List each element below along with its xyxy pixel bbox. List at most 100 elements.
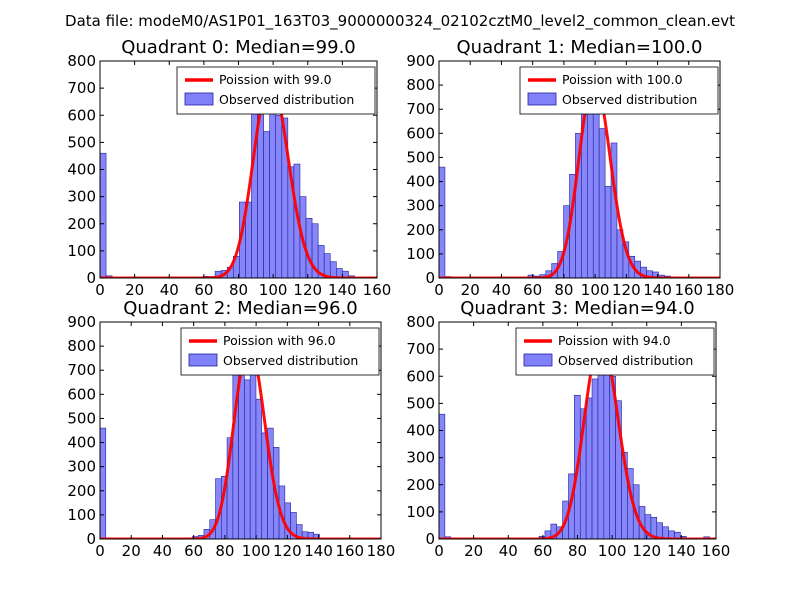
legend-label-fit: Poission with 99.0 (219, 72, 332, 87)
x-tick-label: 80 (554, 281, 573, 299)
x-tick-label: 80 (229, 281, 248, 299)
panel-title: Quadrant 0: Median=99.0 (121, 37, 356, 58)
y-tick-label: 100 (67, 242, 96, 260)
axes-frame (438, 60, 721, 279)
y-tick-label: 200 (67, 215, 96, 233)
x-tick-label: 120 (632, 542, 661, 560)
x-tick-label: 40 (492, 281, 511, 299)
y-tick-label: 500 (67, 409, 96, 427)
histogram-bar (313, 533, 320, 539)
legend: Poission with 99.0 Observed distribution (176, 66, 376, 115)
histogram-bars (439, 78, 720, 278)
x-tick-label: 160 (363, 281, 392, 299)
x-tick-label: 140 (328, 281, 357, 299)
x-tick-label: 0 (434, 281, 444, 299)
axes-frame (99, 321, 382, 540)
figure-title: Data file: modeM0/AS1P01_163T03_90000003… (65, 12, 735, 31)
legend: Poission with 96.0 Observed distribution (180, 327, 380, 376)
x-tick-label: 100 (259, 281, 288, 299)
y-tick-label: 600 (67, 106, 96, 124)
y-tick-label: 0 (86, 269, 96, 287)
x-tick-label: 60 (523, 281, 542, 299)
y-tick-label: 800 (406, 76, 435, 94)
poisson-fit-line (100, 76, 377, 278)
x-tick-label: 20 (125, 281, 144, 299)
y-tick-label: 800 (67, 52, 96, 70)
panel-title: Quadrant 1: Median=100.0 (457, 37, 703, 58)
chart-panel-2: Quadrant 2: Median=96.00 20 40 60 80 100 120 14… (67, 298, 395, 560)
legend-frame (519, 66, 719, 115)
y-tick-label: 600 (406, 124, 435, 142)
y-tick-label: 800 (67, 337, 96, 355)
y-tick-label: 900 (406, 52, 435, 70)
x-tick-label: 100 (581, 281, 610, 299)
y-tick-label: 100 (67, 506, 96, 524)
legend-frame (515, 327, 715, 376)
legend-label-fit: Poission with 94.0 (558, 333, 671, 348)
legend-frame (176, 66, 376, 115)
histogram-bar (100, 152, 107, 278)
y-tick-label: 500 (406, 148, 435, 166)
legend-bar-swatch (188, 353, 218, 367)
x-tick-label: 80 (215, 542, 234, 560)
x-tick-label: 160 (702, 542, 731, 560)
y-tick-label: 300 (67, 188, 96, 206)
legend-label-hist: Observed distribution (219, 92, 354, 107)
histogram-bar (585, 397, 593, 539)
panel-title: Quadrant 2: Median=96.0 (123, 298, 358, 319)
y-tick-label: 200 (406, 221, 435, 239)
y-tick-label: 300 (406, 449, 435, 467)
legend-bar-swatch (184, 92, 214, 106)
x-tick-label: 160 (674, 281, 703, 299)
legend-frame (180, 327, 380, 376)
y-tick-label: 700 (406, 100, 435, 118)
y-tick-label: 300 (406, 197, 435, 215)
x-tick-label: 160 (335, 542, 364, 560)
histogram-bar (598, 128, 606, 278)
histogram-bar (263, 131, 270, 278)
x-tick-label: 140 (667, 542, 696, 560)
chart-panel-1: Quadrant 1: Median=100.00 20 40 60 80 100 120 1… (406, 37, 734, 299)
y-tick-label: 400 (67, 434, 96, 452)
histogram-bar (591, 378, 599, 539)
histogram-bar (592, 108, 600, 278)
x-tick-label: 20 (464, 542, 483, 560)
y-tick-label: 400 (67, 161, 96, 179)
y-tick-label: 0 (425, 269, 435, 287)
histogram-bars (100, 76, 377, 278)
y-tick-label: 100 (406, 503, 435, 521)
histogram-bar (305, 218, 313, 278)
legend-bar-swatch (523, 353, 553, 367)
y-tick-label: 0 (86, 530, 96, 548)
histogram-bar (269, 93, 277, 278)
histogram-bar (674, 531, 681, 539)
y-tick-label: 200 (406, 476, 435, 494)
x-tick-label: 100 (242, 542, 271, 560)
legend-label-fit: Poission with 100.0 (562, 72, 683, 87)
histogram-bar (244, 379, 251, 539)
y-tick-label: 500 (406, 394, 435, 412)
x-tick-label: 20 (461, 281, 480, 299)
y-tick-label: 700 (406, 340, 435, 358)
chart-panel-0: Quadrant 0: Median=99.0 0 20 40 60 80 100 120 14… (67, 37, 391, 299)
y-tick-label: 900 (67, 313, 96, 331)
legend-bar-swatch (527, 92, 557, 106)
histogram-bar (100, 427, 107, 539)
x-tick-label: 180 (367, 542, 396, 560)
histogram-bar (249, 372, 257, 539)
y-tick-label: 400 (406, 173, 435, 191)
y-tick-label: 600 (67, 385, 96, 403)
x-tick-label: 120 (273, 542, 302, 560)
histogram-bar (329, 261, 337, 278)
x-tick-label: 20 (122, 542, 141, 560)
x-tick-label: 0 (95, 281, 105, 299)
poisson-fit-line (439, 78, 720, 278)
legend-label-fit: Poission with 96.0 (223, 333, 336, 348)
x-tick-label: 40 (160, 281, 179, 299)
histogram-bar (587, 108, 594, 278)
panel-title: Quadrant 3: Median=94.0 (460, 298, 695, 319)
legend-label-hist: Observed distribution (223, 353, 358, 368)
histogram-bar (439, 413, 446, 539)
